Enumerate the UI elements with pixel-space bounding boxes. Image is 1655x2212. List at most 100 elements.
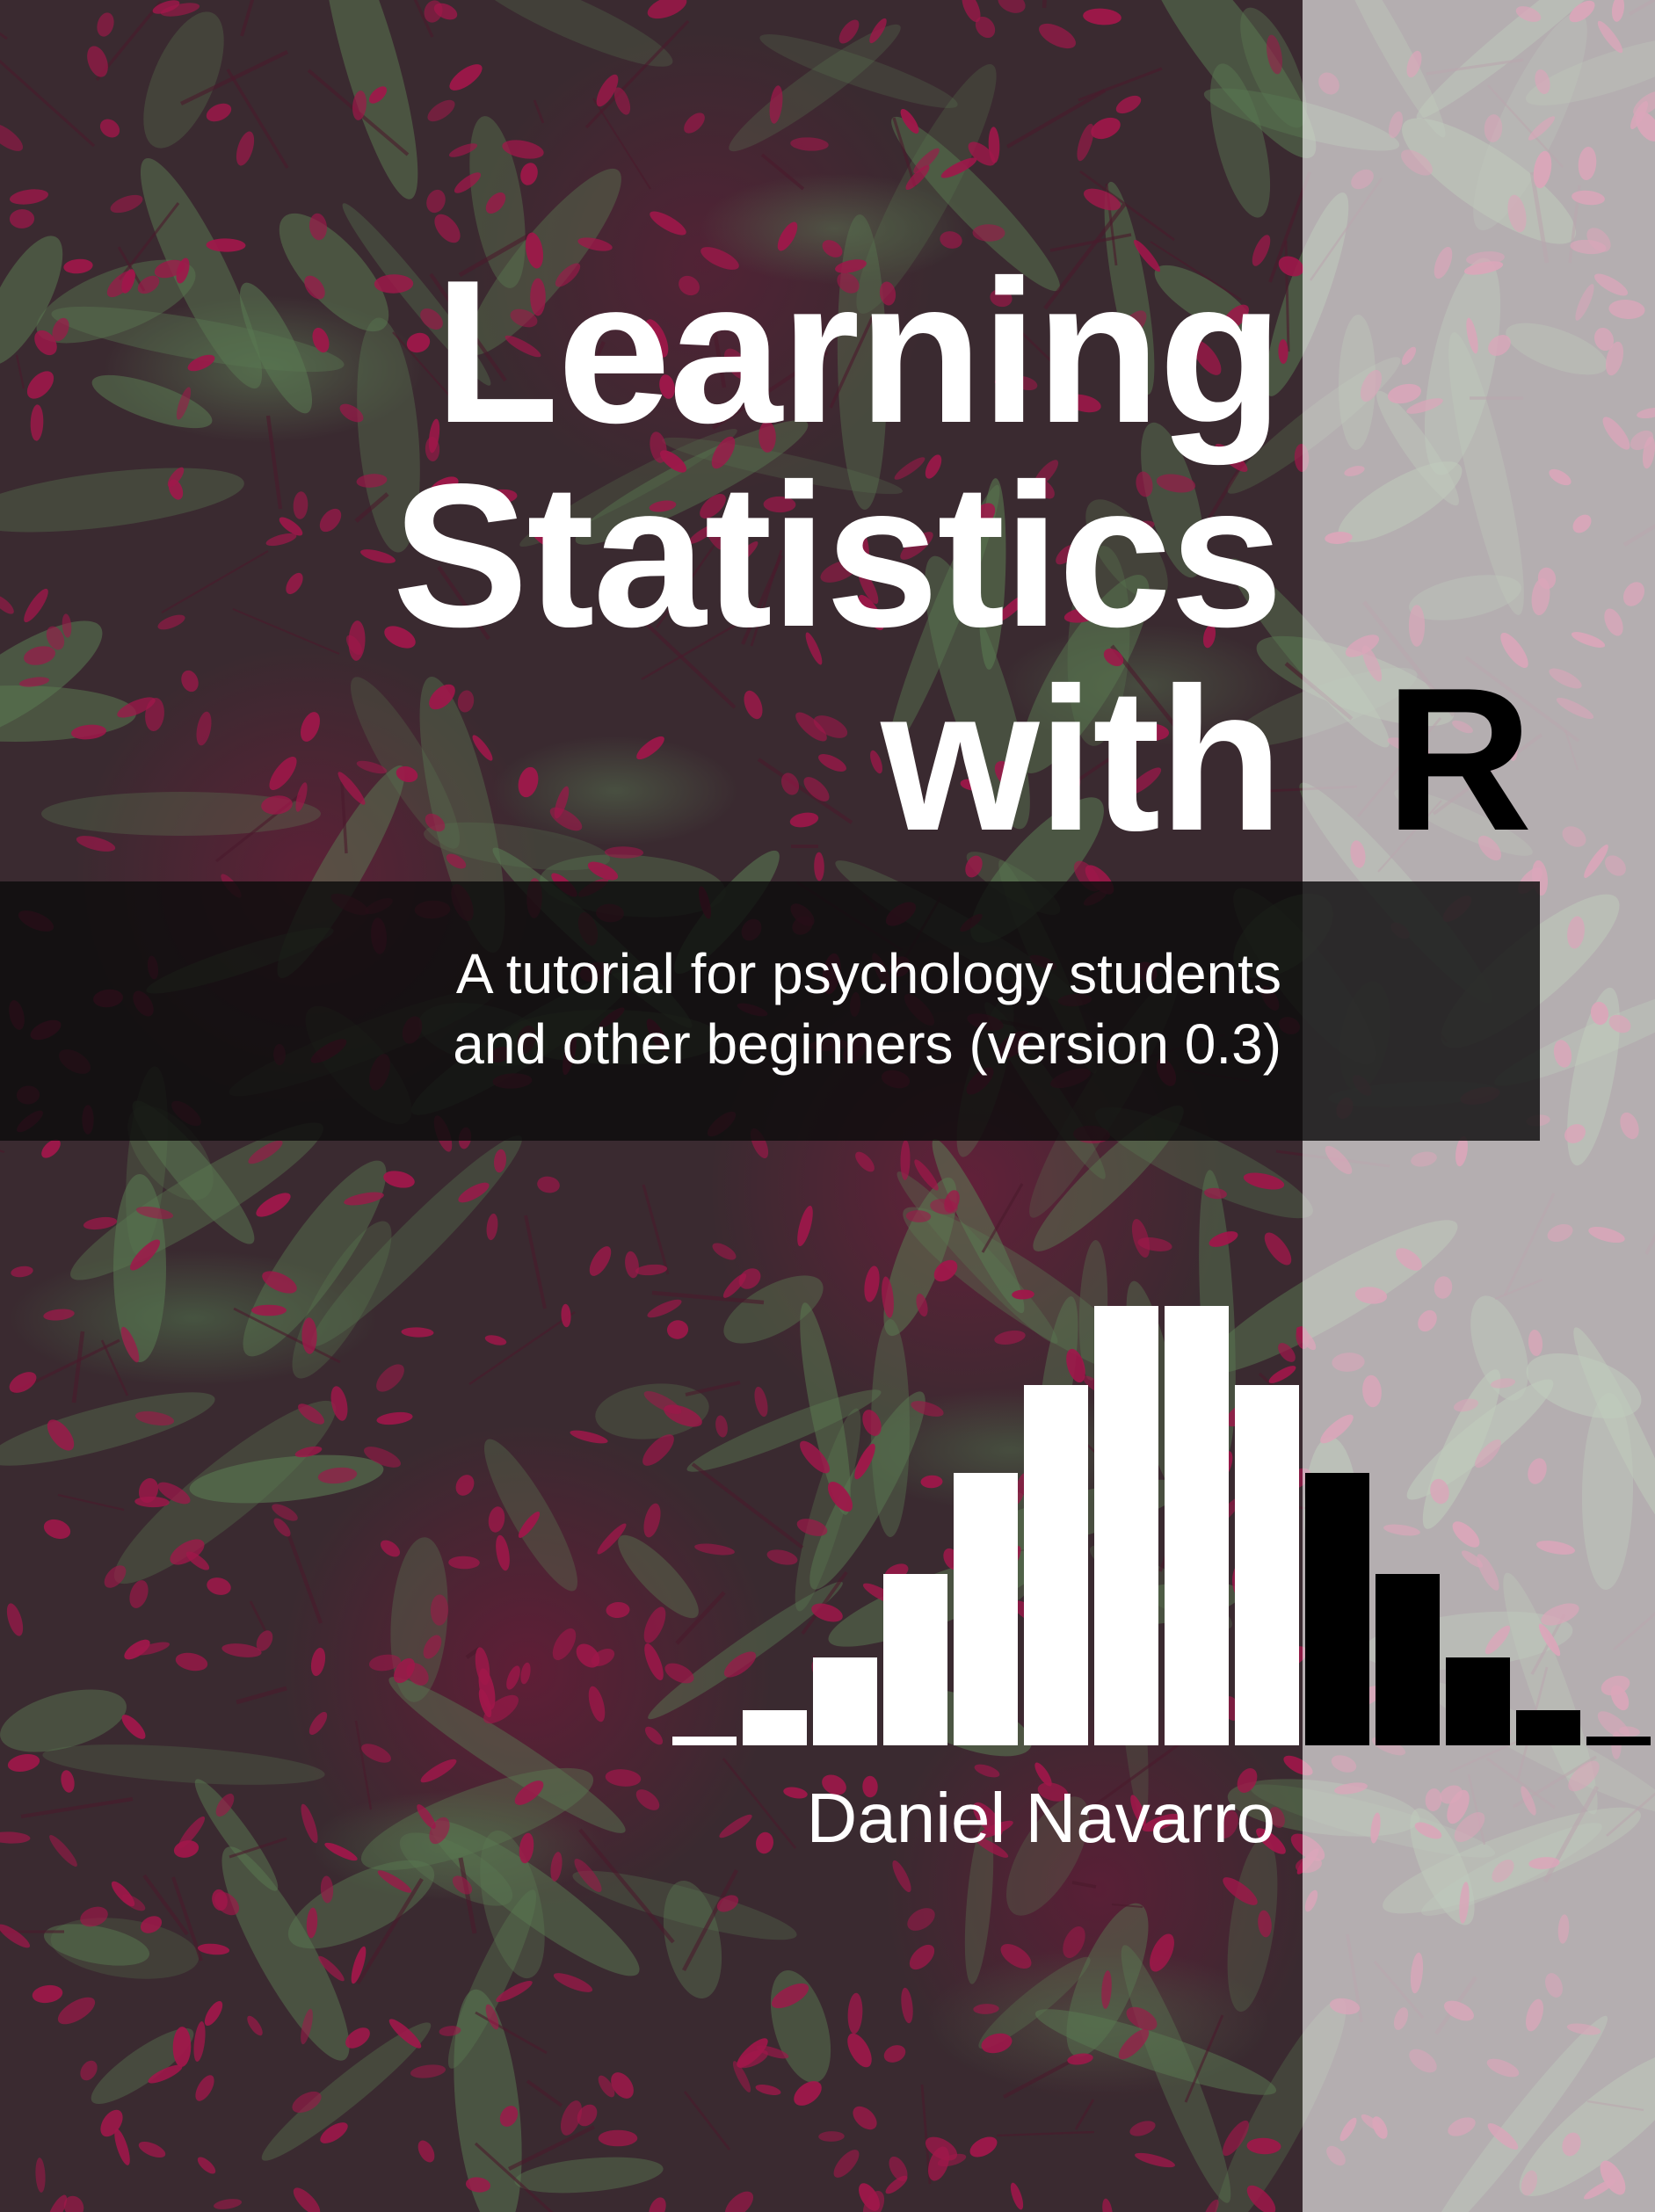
bud-shape [854,1443,875,1480]
stem-line [229,1837,287,1859]
bud-shape [900,109,919,134]
bud-shape [32,1984,63,2004]
bud-shape [553,1973,593,1992]
bud-shape [35,2158,46,2193]
stem-line [508,2125,595,2171]
bud-shape [814,852,824,881]
stem-line [801,1570,848,1635]
bud-shape [930,1199,958,1215]
bud-shape [57,1997,96,2025]
stem-line [458,231,534,278]
bud-shape [138,2141,166,2158]
bud-shape [196,711,212,746]
bud-shape [425,813,446,832]
bud-shape [975,16,996,39]
bud-shape [722,1273,747,1298]
bud-shape [635,1789,660,1810]
bud-shape [1223,304,1249,330]
bud-shape [135,1206,174,1220]
bud-shape [110,194,143,214]
stem-line [533,99,545,124]
bud-shape [1203,2199,1219,2212]
bud-shape [121,1715,146,1739]
bud-shape [1215,444,1248,472]
stem-line [468,1310,576,1386]
bud-shape [1209,1231,1238,1247]
bud-shape [384,626,416,649]
leaf-shape [978,1956,1091,2049]
bud-shape [434,214,461,243]
bud-shape [429,1817,450,1845]
bud-shape [771,1983,809,2009]
bud-shape [197,1943,230,1955]
stem-line [265,415,283,510]
stem-line [1079,170,1175,242]
leaf-shape [431,1820,640,1976]
leaf-shape [0,1392,215,1466]
bud-shape [933,1259,958,1282]
bud-shape [990,288,1013,308]
bud-shape [759,421,776,453]
bud-shape [818,754,846,772]
bud-shape [920,1475,943,1489]
bud-shape [969,2136,998,2158]
bud-shape [1066,394,1101,413]
histogram-bar [813,1657,877,1745]
bud-shape [570,1430,608,1444]
bud-shape [114,2129,130,2165]
bud-shape [439,2026,461,2036]
bud-shape [820,560,859,583]
bud-shape [449,64,483,91]
bud-shape [396,765,418,783]
bud-shape [1084,188,1121,211]
bud-shape [862,1410,882,1436]
bud-shape [0,1924,31,1948]
bud-shape [1091,117,1121,140]
bud-shape [613,87,631,115]
bud-shape [769,85,783,124]
bud-shape [795,712,827,742]
leaf-shape [663,1880,722,1999]
bud-shape [0,595,14,614]
leaf-shape [447,1889,537,2069]
leaf-shape [91,2027,194,2105]
bud-shape [827,1481,853,1512]
bud-shape [338,772,366,805]
bud-shape [34,330,57,356]
bud-shape [214,1891,240,1916]
bud-shape [1243,1172,1285,1190]
bud-shape [732,2061,751,2092]
leaf-shape [279,213,389,332]
bud-shape [485,192,506,214]
bud-shape [679,275,700,296]
bud-shape [256,1630,273,1651]
bud-shape [911,1401,944,1417]
bud-shape [998,0,1026,13]
bud-shape [361,1744,391,1763]
bud-shape [763,496,796,513]
leaf-shape [221,1846,350,2061]
leaf-shape [467,168,621,356]
bud-shape [1102,2198,1113,2212]
bud-shape [178,1816,206,1849]
stem-line [578,1828,675,1944]
bud-shape [206,238,246,252]
histogram-bar [1165,1306,1229,1745]
bud-shape [1103,649,1124,666]
bud-shape [499,2106,519,2127]
bud-shape [719,1814,752,1838]
bud-shape [1129,2121,1156,2136]
bud-shape [1120,520,1155,536]
bud-shape [879,281,896,306]
leaf-shape [189,1454,384,1504]
bud-shape [797,1205,813,1247]
bud-shape [700,494,726,519]
histogram-bar [1376,1574,1440,1745]
bud-shape [644,319,669,358]
leaf-shape [575,420,809,545]
bud-shape [969,503,996,529]
bud-shape [894,457,925,480]
stem-line [711,351,829,430]
bud-shape [452,1875,473,1895]
